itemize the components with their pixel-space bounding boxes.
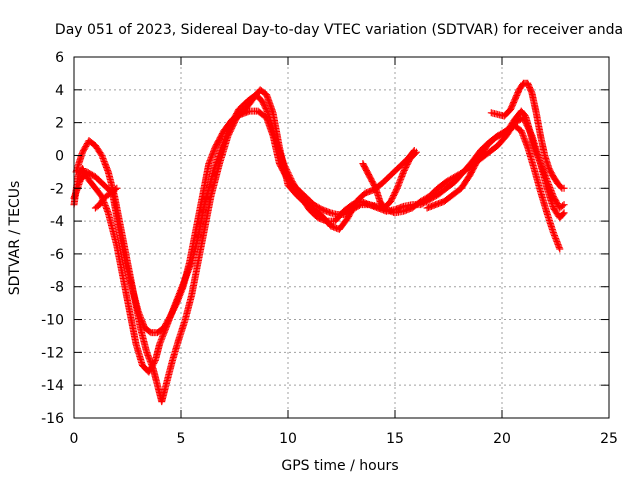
series-track-7: [91, 184, 121, 212]
data-point: [557, 183, 565, 191]
y-tick-label: 4: [55, 83, 64, 99]
y-tick-label: -8: [50, 280, 64, 296]
grid-lines: [74, 57, 609, 418]
series-track-3: [72, 86, 418, 406]
y-tick-label: 6: [55, 50, 64, 66]
x-tick-label: 20: [493, 431, 511, 447]
x-tick-label: 15: [386, 431, 404, 447]
data-point: [392, 186, 400, 194]
data-point: [231, 117, 239, 125]
data-points: [70, 79, 568, 406]
data-point: [412, 148, 420, 156]
data-point: [111, 185, 119, 193]
x-tick-label: 10: [279, 431, 297, 447]
plot-frame: [73, 56, 610, 419]
data-point: [230, 120, 238, 128]
data-point: [556, 245, 564, 253]
data-point: [225, 130, 233, 138]
data-point: [560, 209, 568, 217]
data-point: [559, 202, 567, 210]
data-point: [231, 118, 238, 126]
x-axis-label: GPS time / hours: [281, 458, 398, 474]
x-tick-label: 0: [70, 431, 79, 447]
x-tick-label: 25: [600, 431, 618, 447]
data-point: [226, 127, 234, 135]
y-tick-label: -16: [41, 411, 64, 427]
data-point: [226, 129, 234, 137]
data-point: [113, 184, 121, 192]
y-tick-label: -14: [41, 378, 64, 394]
data-point: [228, 124, 236, 132]
x-tick-label: 5: [177, 431, 186, 447]
series-track-2: [70, 91, 564, 376]
chart-title: Day 051 of 2023, Sidereal Day-to-day VTE…: [55, 22, 623, 38]
data-point: [560, 184, 568, 192]
y-tick-label: -6: [50, 247, 64, 263]
y-axis-label: SDTVAR / TECUs: [7, 181, 23, 296]
y-tick-label: 0: [55, 148, 64, 164]
y-tick-label: -10: [41, 313, 64, 329]
data-point: [227, 126, 235, 134]
y-tick-label: -12: [41, 345, 64, 361]
y-tick-label: -4: [50, 214, 64, 230]
y-tick-label: 2: [55, 116, 64, 132]
series-track-4: [359, 148, 420, 212]
series-track-6: [487, 79, 568, 192]
data-point: [560, 201, 568, 209]
data-point: [411, 149, 419, 157]
data-point: [224, 132, 232, 140]
data-point: [228, 123, 236, 131]
series-track-5: [423, 107, 568, 212]
data-point: [559, 210, 567, 218]
data-point: [229, 121, 237, 129]
y-tick-label: -2: [50, 181, 64, 197]
